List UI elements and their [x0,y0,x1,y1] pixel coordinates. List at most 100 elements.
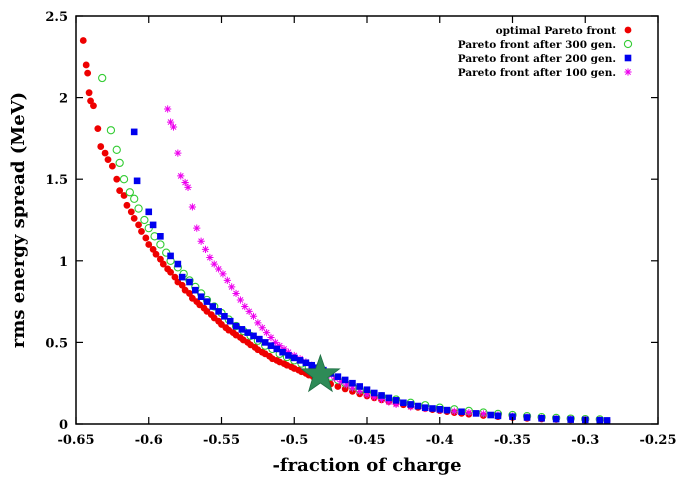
data-point [263,329,271,337]
data-point [186,278,193,286]
x-tick-label: -0.5 [280,433,308,448]
legend-label: Pareto front after 300 gen. [458,39,616,51]
series-pareto-front-after-200-gen [130,128,611,424]
data-point [209,303,217,310]
data-point [267,333,275,342]
data-point [436,406,444,413]
data-point [188,203,196,211]
data-point [509,413,516,420]
data-point [214,265,223,273]
data-point [90,102,97,110]
data-point [385,394,393,402]
data-point [120,192,128,199]
legend-label: Pareto front after 100 gen. [458,67,616,79]
data-point [385,398,393,406]
data-point [197,293,205,301]
data-point [290,354,298,362]
data-point [341,376,349,384]
data-point [125,188,134,197]
data-point [159,260,167,268]
star-marker [300,353,341,393]
data-point [215,308,222,315]
data-point [112,145,121,154]
data-point [130,214,138,222]
data-point [392,397,400,404]
legend-label: Pareto front after 200 gen. [458,53,616,65]
data-point [135,221,142,229]
data-point [104,156,112,164]
data-point [85,89,93,97]
data-point [134,204,143,213]
data-point [238,326,246,333]
data-point [149,221,157,229]
data-point [166,118,175,126]
data-point [97,143,105,150]
data-point [356,383,364,390]
data-point [308,361,316,369]
data-point [115,158,124,168]
data-point [414,402,422,410]
data-point [538,414,545,422]
data-point [273,345,281,353]
data-point [140,215,149,225]
data-point [203,298,211,305]
data-point [177,172,185,180]
x-tick-label: -0.3 [571,433,599,448]
data-point [201,245,210,253]
x-tick-label: -0.55 [203,433,240,448]
legend: optimal Pareto front Pareto front after 3… [458,25,633,79]
data-point [349,379,356,387]
data-point [174,260,182,268]
data-point [296,357,304,364]
data-point [178,273,186,281]
x-axis-title: -fraction of charge [272,455,461,476]
data-point [363,391,371,399]
data-point [94,125,102,133]
data-point [258,324,266,332]
data-point [169,123,178,131]
data-point [254,319,262,327]
data-marks [79,37,611,425]
x-tick-label: -0.65 [57,433,94,448]
data-point [221,312,228,320]
x-tick-label: -0.25 [639,433,676,448]
y-tick-label: 2.5 [45,10,68,25]
y-tick-label: 1 [59,255,68,270]
data-point [197,237,205,245]
data-point [487,411,494,419]
data-point [152,250,160,258]
data-point [79,37,87,44]
data-point [378,392,385,399]
data-point [98,73,107,83]
data-point [184,183,192,191]
data-point [206,253,214,262]
data-point [392,400,400,409]
data-point [334,383,342,390]
data-point [472,410,480,417]
data-point [337,377,345,386]
y-tick-label: 0.5 [45,336,68,351]
data-point [157,233,164,240]
x-tick-label: -0.35 [494,433,531,448]
data-point [178,281,186,289]
y-tick-label: 1.5 [45,173,68,188]
data-point [302,359,310,367]
data-point [192,286,199,294]
data-point [370,393,378,401]
y-tick-label: 0 [59,418,68,433]
data-point [127,208,135,216]
data-point [458,408,465,416]
data-point [87,97,94,105]
data-point [119,175,129,184]
legend-marker [623,39,633,49]
data-point [244,329,251,336]
data-point [145,241,153,248]
data-point [429,405,436,412]
data-point [400,399,407,407]
data-point [279,348,286,356]
data-point [232,289,240,298]
data-point [156,255,164,263]
data-point [241,302,249,311]
data-point [567,416,574,423]
data-point [236,296,245,304]
